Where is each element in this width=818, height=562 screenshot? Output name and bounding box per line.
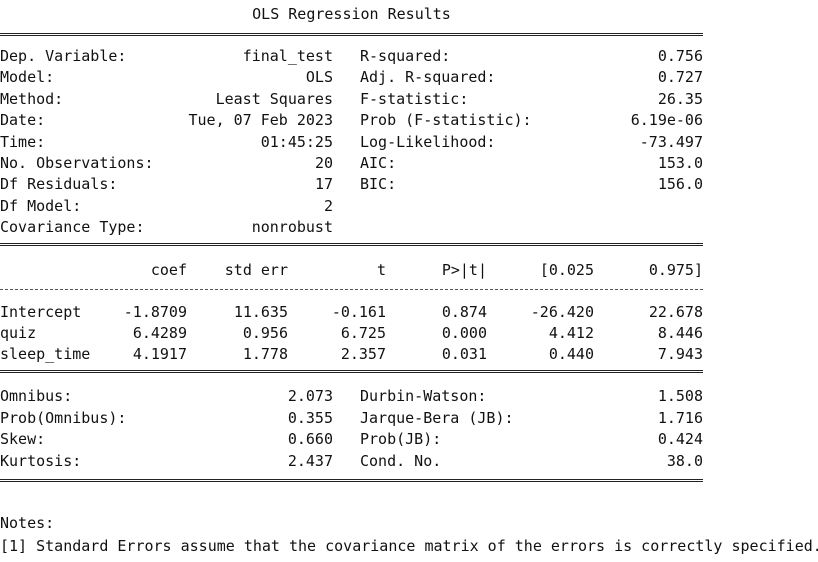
- info-label: Model:: [0, 68, 55, 87]
- row-name: sleep_time: [0, 345, 91, 363]
- stat-value: [540, 217, 703, 237]
- stat-label: BIC:: [360, 175, 397, 194]
- diag-value: 2.073: [287, 387, 333, 405]
- column-header: std err: [224, 261, 288, 279]
- info-value: 2: [323, 196, 333, 215]
- stat-value: [540, 196, 703, 216]
- column-header: 0.975]: [648, 261, 703, 279]
- table-cell: 8.446: [657, 324, 703, 342]
- table-cell: 0.956: [242, 324, 288, 342]
- double-rule: [0, 243, 703, 246]
- info-label: Df Residuals:: [0, 175, 118, 194]
- table-cell: 2.357: [340, 345, 386, 363]
- table-cell: 6.4289: [132, 324, 187, 342]
- table-cell: 11.635: [233, 303, 288, 321]
- stat-label: Log-Likelihood:: [360, 132, 496, 151]
- double-rule: [0, 370, 703, 373]
- stat-value: 156.0: [657, 175, 703, 194]
- table-cell: -26.420: [530, 303, 594, 321]
- column-header: t: [376, 261, 386, 279]
- diag-value: 2.437: [287, 451, 333, 470]
- table-cell: 1.778: [242, 345, 288, 363]
- table-cell: 0.000: [441, 324, 487, 342]
- table-cell: 0.031: [441, 345, 487, 363]
- info-value: OLS: [305, 68, 333, 87]
- diag-value: 0.355: [287, 408, 333, 427]
- table-cell: -1.8709: [123, 303, 187, 321]
- info-label: Method:: [0, 89, 64, 108]
- table-cell: -0.161: [331, 303, 386, 321]
- stat-label: AIC:: [360, 154, 397, 172]
- diag-stat-value: 0.424: [657, 430, 703, 448]
- info-label: Df Model:: [0, 196, 82, 215]
- notes-item: [1] Standard Errors assume that the cova…: [0, 537, 818, 555]
- info-value: Tue, 07 Feb 2023: [188, 111, 334, 130]
- double-rule: [0, 479, 703, 482]
- info-value: 17: [314, 175, 333, 194]
- info-label: Covariance Type:: [0, 218, 145, 237]
- table-cell: 7.943: [657, 345, 703, 363]
- info-value: final_test: [242, 47, 333, 65]
- stat-value: 0.756: [657, 47, 703, 65]
- info-label: Date:: [0, 111, 46, 130]
- info-value: 01:45:25: [260, 132, 333, 151]
- column-header: P>|t|: [441, 261, 487, 279]
- info-value: 20: [314, 154, 333, 172]
- diag-label: Kurtosis:: [0, 451, 82, 470]
- stat-value: 0.727: [657, 68, 703, 87]
- diag-label: Omnibus:: [0, 387, 73, 405]
- diag-stat-label: Prob(JB):: [360, 430, 442, 448]
- diag-stat-value: 1.508: [657, 387, 703, 405]
- info-label: No. Observations:: [0, 154, 154, 172]
- table-cell: 0.874: [441, 303, 487, 321]
- notes-heading: Notes:: [0, 514, 55, 532]
- table-cell: 6.725: [340, 324, 386, 342]
- info-label: Time:: [0, 132, 46, 151]
- info-value: nonrobust: [251, 218, 333, 237]
- stat-value: -73.497: [639, 132, 703, 151]
- stat-label: F-statistic:: [360, 89, 469, 108]
- diag-stat-label: Jarque-Bera (JB):: [360, 408, 514, 427]
- stat-label: Prob (F-statistic):: [360, 111, 532, 130]
- diag-stat-value: 1.716: [657, 408, 703, 427]
- stat-value: 153.0: [657, 154, 703, 172]
- diag-label: Prob(Omnibus):: [0, 408, 127, 427]
- row-name: quiz: [0, 324, 37, 342]
- diag-label: Skew:: [0, 430, 46, 448]
- diag-stat-value: 38.0: [666, 451, 703, 470]
- table-cell: 0.440: [548, 345, 594, 363]
- diag-stat-label: Cond. No.: [360, 451, 442, 470]
- stat-value: 26.35: [657, 89, 703, 108]
- diag-stat-label: Durbin-Watson:: [360, 387, 487, 405]
- double-rule: [0, 33, 703, 36]
- stat-label: R-squared:: [360, 47, 451, 65]
- stat-label: Adj. R-squared:: [360, 68, 496, 87]
- table-cell: 4.412: [548, 324, 594, 342]
- column-header: [0.025: [539, 261, 594, 279]
- row-name: Intercept: [0, 303, 82, 321]
- dashed-rule: [0, 289, 703, 290]
- stat-value: 6.19e-06: [630, 111, 703, 130]
- column-header: coef: [150, 261, 187, 279]
- table-cell: 4.1917: [132, 345, 187, 363]
- summary-title: OLS Regression Results: [252, 5, 451, 23]
- info-value: Least Squares: [215, 89, 333, 108]
- info-label: Dep. Variable:: [0, 47, 127, 65]
- table-cell: 22.678: [648, 303, 703, 321]
- diag-value: 0.660: [287, 430, 333, 448]
